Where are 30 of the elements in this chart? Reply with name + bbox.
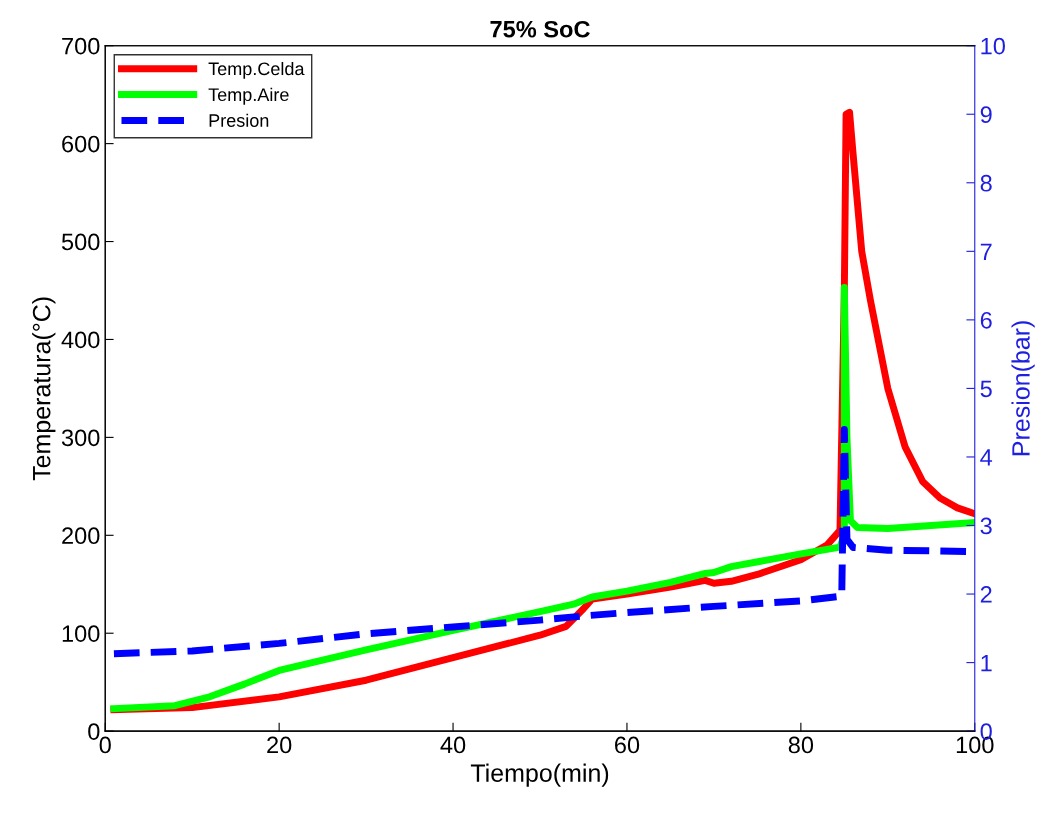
x-tick-label: 0	[99, 736, 111, 754]
y2-tick-label: 7	[980, 243, 992, 260]
x-tick-label: 20	[267, 736, 292, 754]
x-axis-title: Tiempo(min)	[470, 763, 609, 787]
chart-title: 75% SoC	[490, 20, 590, 38]
y-tick-label: 300	[61, 429, 100, 447]
y2-axis-title: Presion(bar)	[1011, 321, 1035, 456]
legend-label: Temp.Aire	[208, 87, 289, 105]
y-tick-label: 600	[62, 135, 100, 153]
y-tick-label: 0	[88, 723, 100, 740]
x-tick-label: 40	[440, 736, 466, 754]
y2-tick-label: 1	[981, 654, 992, 672]
legend-label: Presion	[209, 113, 269, 127]
x-tick-label: 80	[788, 736, 814, 754]
legend-label: Temp.Celda	[208, 61, 305, 79]
x-tick-label: 60	[615, 736, 640, 754]
y-tick-label: 700	[62, 37, 100, 55]
y-tick-label: 400	[61, 331, 100, 349]
y2-tick-label: 6	[980, 311, 992, 329]
y-tick-label: 100	[62, 625, 100, 642]
y2-tick-label: 2	[980, 586, 992, 603]
y2-tick-label: 4	[980, 449, 993, 466]
y-tick-label: 500	[61, 233, 100, 251]
y-axis-title: Temperatura(°C)	[32, 297, 56, 481]
y-tick-label: 200	[62, 527, 100, 545]
y2-tick-label: 9	[980, 106, 992, 124]
y2-tick-label: 8	[980, 174, 992, 192]
y2-tick-label: 5	[980, 380, 992, 398]
y2-tick-label: 3	[980, 517, 992, 535]
y2-tick-label: 10	[981, 37, 1005, 55]
